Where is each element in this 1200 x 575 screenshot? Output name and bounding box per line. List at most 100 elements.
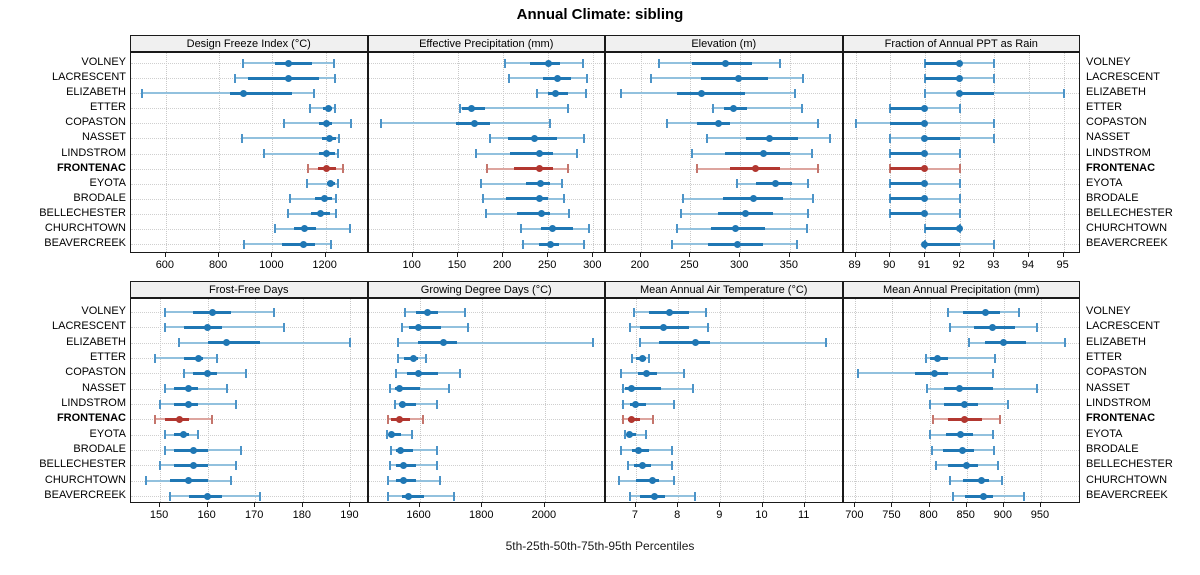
iqr-bar-25-75 bbox=[890, 197, 925, 201]
axis-tick-label: 89 bbox=[848, 259, 861, 271]
whisker-cap-5 bbox=[934, 460, 937, 470]
median-dot bbox=[921, 119, 929, 127]
axis-tick bbox=[481, 503, 483, 507]
iqr-bar-25-75 bbox=[924, 242, 960, 246]
gridline-v bbox=[892, 299, 894, 502]
iqr-bar-25-75 bbox=[962, 310, 1001, 314]
percentile-row-volney bbox=[844, 299, 1080, 502]
row-label-left-elizabeth: ELIZABETH bbox=[66, 335, 126, 348]
percentile-row-volney bbox=[606, 53, 842, 252]
median-dot bbox=[400, 461, 408, 469]
iqr-bar-25-75 bbox=[890, 167, 925, 171]
panel-mean-annual-precipitation-mm bbox=[842, 298, 1080, 503]
row-guide bbox=[131, 434, 367, 436]
row-label-left-beavercreek: BEAVERCREEK bbox=[44, 237, 126, 249]
whisker-5-95 bbox=[459, 107, 569, 110]
median-dot bbox=[204, 492, 212, 500]
axis-tick-label: 94 bbox=[1021, 259, 1035, 271]
axis-tick-label: 250 bbox=[680, 259, 699, 271]
gridline-v bbox=[419, 299, 421, 502]
median-dot bbox=[957, 431, 965, 439]
whisker-cap-5 bbox=[154, 353, 157, 363]
percentile-row-nasset bbox=[606, 53, 842, 252]
percentile-row-bellechester bbox=[606, 53, 842, 252]
median-dot bbox=[208, 308, 216, 316]
row-guide bbox=[368, 480, 604, 482]
axis-tick bbox=[923, 253, 925, 257]
percentile-row-churchtown bbox=[131, 299, 367, 502]
axis-tick-label: 100 bbox=[402, 259, 421, 271]
percentile-row-bellechester bbox=[606, 299, 842, 502]
whisker-cap-95 bbox=[337, 133, 340, 143]
row-label-right-brodale: BRODALE bbox=[1086, 191, 1139, 204]
whisker-cap-95 bbox=[999, 414, 1002, 424]
median-dot bbox=[544, 59, 552, 67]
whisker-cap-5 bbox=[679, 209, 682, 219]
whisker-cap-95 bbox=[567, 209, 570, 219]
median-dot bbox=[721, 59, 729, 67]
axis-tick bbox=[891, 503, 893, 507]
row-label-left-nasset: NASSET bbox=[81, 381, 126, 394]
median-dot bbox=[326, 134, 334, 142]
row-label-left-eyota: EYOTA bbox=[89, 176, 126, 189]
whisker-cap-5 bbox=[163, 384, 166, 394]
row-label-left-churchtown: CHURCHTOWN bbox=[44, 473, 126, 486]
row-guide bbox=[606, 465, 842, 467]
row-label-left-brodale: BRODALE bbox=[73, 443, 126, 455]
median-dot bbox=[628, 385, 636, 393]
percentile-row-bellechester bbox=[131, 299, 367, 502]
axis-tick-label: 1200 bbox=[312, 259, 337, 271]
row-label-right-volney: VOLNEY bbox=[1086, 305, 1131, 317]
iqr-bar-25-75 bbox=[418, 341, 458, 345]
axis-tick-label: 93 bbox=[987, 259, 1000, 271]
row-label-right-elizabeth: ELIZABETH bbox=[1086, 335, 1146, 348]
panel-strip-effective-precipitation-mm: Effective Precipitation (mm) bbox=[367, 35, 605, 52]
whisker-cap-5 bbox=[140, 88, 143, 98]
whisker-5-95 bbox=[481, 182, 562, 185]
median-dot bbox=[921, 104, 929, 112]
iqr-bar-25-75 bbox=[659, 341, 710, 345]
row-guide bbox=[368, 63, 604, 64]
axis-tick-label: 600 bbox=[155, 259, 175, 271]
median-dot bbox=[981, 308, 989, 316]
median-dot bbox=[731, 225, 739, 233]
median-dot bbox=[553, 74, 561, 82]
percentile-row-etter bbox=[844, 299, 1080, 502]
whisker-cap-5 bbox=[274, 224, 277, 234]
whisker-cap-5 bbox=[395, 368, 398, 378]
whisker-cap-5 bbox=[947, 307, 950, 317]
whisker-cap-95 bbox=[1022, 491, 1025, 501]
median-dot bbox=[194, 354, 202, 362]
whisker-5-95 bbox=[389, 387, 450, 390]
whisker-cap-5 bbox=[396, 353, 399, 363]
median-dot bbox=[766, 134, 774, 142]
whisker-cap-5 bbox=[485, 164, 488, 174]
whisker-cap-95 bbox=[349, 338, 352, 348]
row-guide bbox=[368, 388, 604, 390]
whisker-5-95 bbox=[141, 92, 314, 95]
axis-tick bbox=[854, 253, 856, 257]
axis-tick-label: 9 bbox=[716, 509, 723, 521]
percentile-row-bellechester bbox=[844, 299, 1080, 502]
row-label-left-lindstrom: LINDSTROM bbox=[61, 146, 126, 159]
median-dot bbox=[628, 415, 636, 423]
median-dot bbox=[1000, 339, 1008, 347]
whisker-5-95 bbox=[164, 326, 284, 329]
panel-mean-annual-air-temperature-c bbox=[605, 298, 843, 503]
percentile-row-eyota bbox=[606, 299, 842, 502]
whisker-cap-95 bbox=[993, 445, 996, 455]
row-guide bbox=[368, 434, 604, 436]
percentile-row-lacrescent bbox=[606, 299, 842, 502]
panel-effective-precipitation-mm bbox=[367, 52, 605, 253]
percentile-row-elizabeth bbox=[606, 53, 842, 252]
gridline-v bbox=[966, 299, 968, 502]
row-label-right-churchtown: CHURCHTOWN bbox=[1086, 221, 1168, 234]
axis-tick bbox=[719, 503, 721, 507]
row-label-left-bellechester: BELLECHESTER bbox=[39, 458, 126, 471]
median-dot bbox=[759, 150, 767, 157]
row-guide bbox=[606, 183, 842, 185]
whisker-cap-95 bbox=[335, 209, 338, 219]
iqr-bar-25-75 bbox=[924, 227, 960, 231]
median-dot bbox=[729, 104, 737, 112]
whisker-cap-5 bbox=[401, 322, 404, 332]
